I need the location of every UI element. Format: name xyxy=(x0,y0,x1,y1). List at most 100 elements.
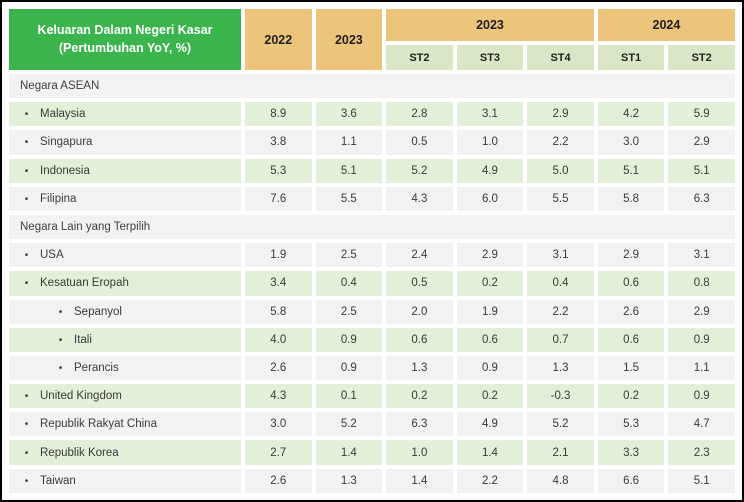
bullet-icon: • xyxy=(24,391,29,403)
value-cell: 3.3 xyxy=(597,440,665,465)
value-cell: 5.9 xyxy=(668,102,735,127)
bullet-icon: • xyxy=(24,137,29,149)
value-cell: 5.0 xyxy=(527,158,594,183)
value-cell: 4.7 xyxy=(668,412,735,437)
row-label-cell: • Perancis xyxy=(9,355,241,381)
value-cell: 1.1 xyxy=(668,355,735,381)
table-row: • Sepanyol 5.8 2.5 2.0 1.9 2.2 2.6 2.9 xyxy=(9,299,735,324)
bullet-icon: • xyxy=(58,334,63,346)
group-header-2024: 2024 xyxy=(597,9,735,41)
value-cell: 3.8 xyxy=(245,130,312,155)
value-cell: 0.2 xyxy=(386,384,453,409)
row-label-cell: • United Kingdom xyxy=(9,384,241,409)
value-cell: 2.6 xyxy=(245,355,312,381)
value-cell: 2.7 xyxy=(245,440,312,465)
value-cell: 0.4 xyxy=(315,271,383,296)
value-cell: 3.1 xyxy=(668,243,735,268)
row-label-cell: • Malaysia xyxy=(9,102,241,127)
value-cell: 4.9 xyxy=(456,412,524,437)
value-cell: 7.6 xyxy=(245,186,312,211)
value-cell: 8.9 xyxy=(245,102,312,127)
bullet-icon: • xyxy=(58,306,63,318)
table-row: • Kesatuan Eropah 3.4 0.4 0.5 0.2 0.4 0.6 0.8 xyxy=(9,271,735,296)
bullet-icon: • xyxy=(24,250,29,262)
table-row: • Perancis 2.6 0.9 1.3 0.9 1.3 1.5 1.1 xyxy=(9,355,735,381)
value-cell: 3.1 xyxy=(527,243,594,268)
value-cell: 3.0 xyxy=(597,130,665,155)
col-header-year-2023: 2023 xyxy=(315,9,383,70)
bullet-icon: • xyxy=(24,193,29,205)
value-cell: 1.1 xyxy=(315,130,383,155)
value-cell: 2.2 xyxy=(527,130,594,155)
value-cell: 0.6 xyxy=(597,327,665,352)
row-label-cell: • Taiwan xyxy=(9,468,241,493)
value-cell: 2.9 xyxy=(527,102,594,127)
section-header-row: Negara Lain yang Terpilih xyxy=(9,214,735,240)
table-title-line2: (Pertumbuhan YoY, %) xyxy=(58,40,192,55)
row-label: United Kingdom xyxy=(40,390,122,403)
bullet-icon: • xyxy=(24,475,29,487)
value-cell: 0.2 xyxy=(597,384,665,409)
table-row: • Itali 4.0 0.9 0.6 0.6 0.7 0.6 0.9 xyxy=(9,327,735,352)
value-cell: 5.3 xyxy=(245,158,312,183)
value-cell: 5.5 xyxy=(527,186,594,211)
table-row: • Republik Korea 2.7 1.4 1.0 1.4 2.1 3.3 2.3 xyxy=(9,440,735,465)
row-label: Malaysia xyxy=(40,108,86,121)
value-cell: 4.3 xyxy=(386,186,453,211)
value-cell: 2.2 xyxy=(527,299,594,324)
col-header-st3-2023: ST3 xyxy=(456,45,524,70)
table-row: • Republik Rakyat China 3.0 5.2 6.3 4.9 5.2 5.3… xyxy=(9,412,735,437)
value-cell: 0.6 xyxy=(386,327,453,352)
row-label: Republik Rakyat China xyxy=(40,418,157,431)
table-title: Keluaran Dalam Negeri Kasar (Pertumbuhan… xyxy=(9,9,241,70)
value-cell: 2.4 xyxy=(386,243,453,268)
col-header-st2-2023: ST2 xyxy=(386,45,453,70)
row-label: USA xyxy=(40,249,64,262)
row-label-cell: • Sepanyol xyxy=(9,299,241,324)
value-cell: 3.6 xyxy=(315,102,383,127)
bullet-icon: • xyxy=(58,362,63,374)
value-cell: 2.5 xyxy=(315,299,383,324)
value-cell: 1.4 xyxy=(315,440,383,465)
value-cell: 2.9 xyxy=(668,299,735,324)
value-cell: 0.1 xyxy=(315,384,383,409)
table-row: • Filipina 7.6 5.5 4.3 6.0 5.5 5.8 6.3 xyxy=(9,186,735,211)
value-cell: 6.3 xyxy=(386,412,453,437)
value-cell: 1.5 xyxy=(597,355,665,381)
value-cell: 5.8 xyxy=(597,186,665,211)
row-label-cell: • Filipina xyxy=(9,186,241,211)
value-cell: 1.3 xyxy=(315,468,383,493)
value-cell: 0.5 xyxy=(386,271,453,296)
gdp-growth-table: Keluaran Dalam Negeri Kasar (Pertumbuhan… xyxy=(5,5,739,497)
table-row: • Malaysia 8.9 3.6 2.8 3.1 2.9 4.2 5.9 xyxy=(9,102,735,127)
table-row: • United Kingdom 4.3 0.1 0.2 0.2 -0.3 0.2 0.9 xyxy=(9,384,735,409)
col-header-st1-2024: ST1 xyxy=(597,45,665,70)
value-cell: 2.3 xyxy=(668,440,735,465)
row-label: Itali xyxy=(74,333,92,346)
value-cell: 2.1 xyxy=(527,440,594,465)
value-cell: 1.3 xyxy=(386,355,453,381)
value-cell: 2.0 xyxy=(386,299,453,324)
col-header-st2-2024: ST2 xyxy=(668,45,735,70)
value-cell: 5.5 xyxy=(315,186,383,211)
value-cell: 5.8 xyxy=(245,299,312,324)
row-label: Sepanyol xyxy=(74,305,122,318)
value-cell: 1.0 xyxy=(386,440,453,465)
value-cell: 2.2 xyxy=(456,468,524,493)
value-cell: 4.8 xyxy=(527,468,594,493)
value-cell: -0.3 xyxy=(527,384,594,409)
value-cell: 0.9 xyxy=(668,384,735,409)
value-cell: 1.9 xyxy=(456,299,524,324)
section-header-row: Negara ASEAN xyxy=(9,74,735,99)
value-cell: 3.4 xyxy=(245,271,312,296)
bullet-icon: • xyxy=(24,447,29,459)
value-cell: 0.6 xyxy=(597,271,665,296)
value-cell: 0.6 xyxy=(456,327,524,352)
col-header-year-2022: 2022 xyxy=(245,9,312,70)
value-cell: 0.4 xyxy=(527,271,594,296)
value-cell: 0.9 xyxy=(315,327,383,352)
row-label-cell: • Republik Rakyat China xyxy=(9,412,241,437)
value-cell: 3.0 xyxy=(245,412,312,437)
row-label: Filipina xyxy=(40,192,77,205)
